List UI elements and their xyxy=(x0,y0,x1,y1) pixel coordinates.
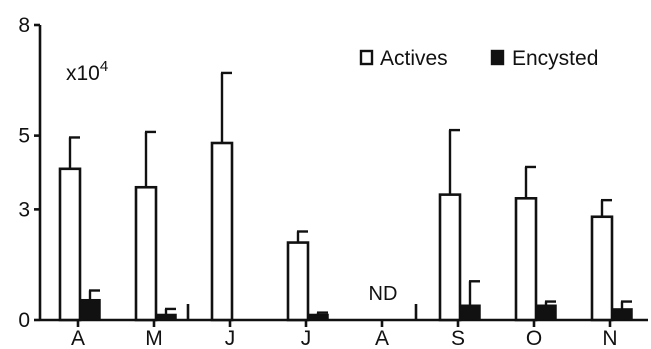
legend-label-actives: Actives xyxy=(380,47,448,70)
multiplier-base: x10 xyxy=(66,62,100,85)
multiplier-exponent: 4 xyxy=(100,58,108,75)
bar-actives xyxy=(438,193,462,322)
x-tick-label: S xyxy=(451,327,465,349)
legend-swatch-encysted xyxy=(490,49,505,66)
y-tick-label: 3 xyxy=(18,198,30,221)
x-tick-label: O xyxy=(526,327,542,349)
x-tick-label: J xyxy=(301,327,312,349)
bar-encysted xyxy=(307,313,329,321)
legend-label-encysted: Encysted xyxy=(512,47,598,70)
y-axis: 0 3 5 8 xyxy=(18,14,42,332)
na-label: ND xyxy=(369,283,398,305)
bar-actives xyxy=(58,167,82,322)
y-tick-label: 0 xyxy=(18,309,30,332)
y-tick-label: 8 xyxy=(18,14,30,37)
bar-encysted xyxy=(459,304,481,321)
y-tick-label: 5 xyxy=(18,125,30,148)
bar-actives xyxy=(286,241,310,322)
bar-actives xyxy=(590,215,614,322)
multiplier-label: x104 xyxy=(66,58,108,85)
legend-swatch-actives xyxy=(359,49,374,66)
bar-actives xyxy=(134,185,158,322)
bar-encysted xyxy=(535,304,557,321)
bar-encysted xyxy=(611,308,633,321)
error-bars xyxy=(68,71,632,315)
x-axis xyxy=(40,304,648,327)
bar-actives xyxy=(210,141,234,322)
bar-encysted xyxy=(79,298,101,321)
x-tick-label: M xyxy=(145,327,163,349)
bar-actives xyxy=(514,197,538,322)
legend: Actives Encysted xyxy=(359,47,598,70)
bars xyxy=(58,141,633,322)
x-tick-label: N xyxy=(602,327,617,349)
bar-encysted xyxy=(155,313,177,321)
x-tick-label: A xyxy=(375,327,389,349)
x-tick-label: A xyxy=(71,327,85,349)
x-tick-label: J xyxy=(225,327,236,349)
